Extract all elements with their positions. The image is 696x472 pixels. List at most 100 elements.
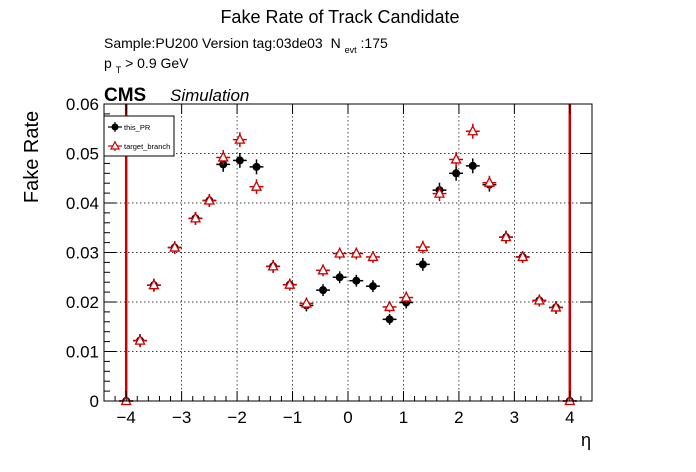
data-point	[282, 278, 297, 291]
data-point	[266, 259, 281, 273]
data-point	[349, 247, 364, 260]
point-marker	[319, 286, 328, 295]
data-point	[133, 334, 147, 348]
data-point	[232, 132, 247, 148]
data-point	[532, 294, 547, 307]
point-marker	[350, 247, 362, 258]
data-point	[515, 250, 530, 263]
legend: this_PR target_branch	[103, 115, 175, 157]
y-axis-title: Fake Rate	[21, 111, 43, 203]
data-point	[167, 241, 182, 254]
point-marker	[252, 162, 261, 171]
point-marker	[452, 169, 461, 178]
point-marker	[284, 278, 296, 289]
data-point	[549, 301, 563, 314]
point-marker	[234, 133, 246, 144]
point-marker	[450, 153, 462, 164]
data-point	[299, 297, 314, 310]
y-tick-label: 0.01	[66, 343, 99, 362]
point-marker	[235, 156, 244, 165]
data-point	[332, 271, 347, 284]
point-marker	[203, 194, 215, 205]
point-marker	[417, 240, 429, 252]
y-tick-label: 0	[90, 392, 99, 411]
x-tick-label: −3	[172, 408, 191, 427]
data-point	[216, 150, 231, 165]
data-point	[188, 211, 203, 225]
x-tick-label: 0	[343, 408, 352, 427]
point-marker	[217, 151, 229, 162]
series-this-PR	[119, 153, 577, 405]
sample-info: Sample:PU200 Version tag:03de03 N evt :1…	[104, 35, 388, 56]
point-marker	[317, 263, 329, 275]
data-point	[332, 247, 347, 260]
point-marker	[300, 297, 312, 308]
point-marker	[352, 276, 361, 285]
point-marker	[335, 273, 344, 282]
point-marker	[550, 301, 562, 312]
y-tick-label: 0.04	[66, 194, 99, 213]
series-target-branch	[119, 123, 577, 406]
point-marker	[400, 291, 412, 302]
point-marker	[169, 241, 181, 252]
data-point	[316, 263, 330, 277]
point-marker	[468, 161, 477, 170]
x-axis-title: η	[581, 430, 591, 450]
x-tick-label: 2	[454, 408, 463, 427]
data-point	[382, 300, 397, 313]
axes	[103, 103, 593, 402]
data-point	[249, 159, 264, 175]
cms-label: CMS	[104, 85, 146, 106]
point-marker	[189, 211, 202, 223]
data-point	[415, 240, 430, 254]
point-marker	[367, 250, 379, 262]
point-marker	[500, 230, 512, 242]
x-tick-label: −2	[227, 408, 246, 427]
legend-label-this-pr: this_PR	[124, 123, 151, 132]
y-tick-label: 0.05	[66, 145, 99, 164]
y-tick-label: 0.03	[66, 244, 99, 263]
sample-version: Sample:PU200 Version tag:03de03	[104, 35, 323, 51]
x-tick-label: 4	[565, 408, 574, 427]
data-point	[146, 278, 161, 292]
x-tick-label: 1	[399, 408, 408, 427]
grid-lines	[104, 103, 592, 402]
pt-cut: p T > 0.9 GeV	[104, 55, 189, 76]
legend-label-target-branch: target_branch	[124, 142, 170, 151]
data-point	[202, 194, 217, 207]
data-point	[366, 280, 380, 293]
data-point	[449, 165, 464, 181]
nevt-label: N	[331, 35, 341, 51]
tick-labels: −4 −3 −2 −1 0 1 2 3 4 0 0.01 0.02 0.03 0.04 0.05 0.06	[66, 95, 575, 427]
y-tick-label: 0.02	[66, 293, 99, 312]
point-marker	[533, 294, 545, 305]
x-tick-label: 3	[510, 408, 519, 427]
data-point	[415, 257, 430, 271]
pt-threshold: > 0.9 GeV	[125, 55, 189, 71]
data-point	[482, 175, 497, 190]
y-tick-label: 0.06	[66, 95, 99, 114]
legend-marker-target-branch	[108, 140, 122, 151]
data-point	[382, 313, 397, 325]
data-point	[366, 250, 380, 263]
point-marker	[267, 259, 279, 271]
point-marker	[134, 334, 146, 345]
data-point	[349, 274, 364, 287]
point-marker	[384, 300, 396, 312]
data-point	[465, 158, 480, 174]
point-marker	[517, 250, 529, 262]
point-marker	[433, 187, 446, 198]
point-marker	[418, 260, 427, 269]
legend-marker-this-pr	[108, 122, 122, 132]
data-series	[119, 123, 577, 406]
data-point	[232, 153, 247, 168]
chart-title: Fake Rate of Track Candidate	[220, 7, 459, 27]
data-point	[499, 230, 513, 244]
nevt-subscript: evt	[345, 45, 358, 55]
data-point	[465, 123, 480, 139]
point-marker	[467, 124, 479, 136]
point-marker	[385, 315, 394, 324]
data-point	[432, 186, 447, 202]
data-point	[249, 179, 264, 195]
